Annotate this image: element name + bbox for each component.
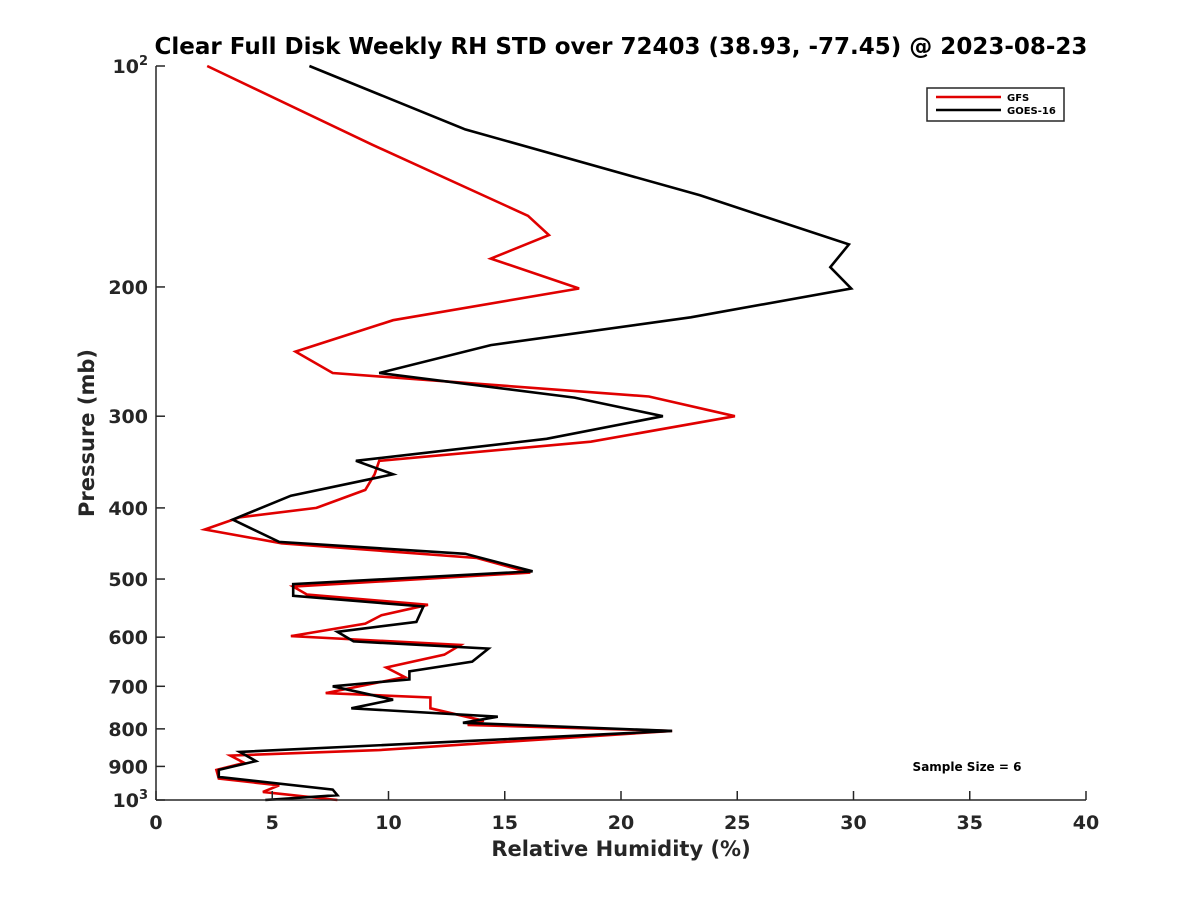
sample-size-annotation: Sample Size = 6 xyxy=(913,760,1022,774)
x-tick-label: 20 xyxy=(608,812,634,834)
axes xyxy=(155,66,1086,801)
y-tick-label: 400 xyxy=(108,498,148,520)
x-tick-label: 40 xyxy=(1073,812,1099,834)
x-tick-label: 35 xyxy=(957,812,983,834)
legend: GFS GOES-16 xyxy=(926,87,1065,122)
y-tick-label: 102 xyxy=(113,54,149,78)
series-line-goes16 xyxy=(217,64,854,802)
y-axis-label: Pressure (mb) xyxy=(75,349,99,517)
chart-title: Clear Full Disk Weekly RH STD over 72403… xyxy=(155,34,1088,60)
y-tick-label: 200 xyxy=(108,277,148,299)
legend-label-goes16: GOES-16 xyxy=(1007,106,1056,117)
y-tick-label: 900 xyxy=(108,756,148,778)
x-axis-label: Relative Humidity (%) xyxy=(491,837,750,861)
x-tick-label: 25 xyxy=(724,812,750,834)
y-ticks: 102 200 300 400 500 600 700 800 900 103 xyxy=(108,54,165,812)
x-tick-label: 10 xyxy=(375,812,401,834)
x-tick-label: 15 xyxy=(492,812,518,834)
x-ticks: 0 5 10 15 20 25 30 35 40 xyxy=(149,791,1099,834)
y-tick-label: 300 xyxy=(108,406,148,428)
x-tick-label: 5 xyxy=(266,812,279,834)
y-tick-label: 600 xyxy=(108,627,148,649)
y-tick-label: 103 xyxy=(113,788,149,812)
series-lines xyxy=(199,64,854,802)
x-tick-label: 0 xyxy=(149,812,162,834)
legend-label-gfs: GFS xyxy=(1007,93,1029,104)
y-tick-label: 800 xyxy=(108,719,148,741)
y-tick-label: 500 xyxy=(108,569,148,591)
y-tick-label: 700 xyxy=(108,676,148,698)
legend-box xyxy=(926,87,1065,122)
x-tick-label: 30 xyxy=(840,812,866,834)
series-line-gfs xyxy=(199,64,736,802)
